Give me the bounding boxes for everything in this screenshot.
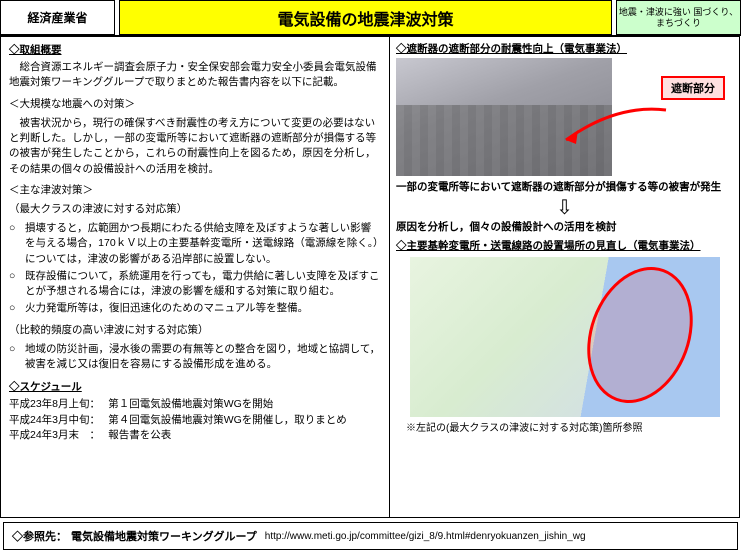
bullet-mark: ○ bbox=[9, 342, 25, 372]
bullet-mark: ○ bbox=[9, 269, 25, 299]
tsunami-sub1: （最大クラスの津波に対する対応策） bbox=[9, 202, 381, 217]
bullet-mark: ○ bbox=[9, 301, 25, 316]
footer-bar: ◇参照先： 電気設備地震対策ワーキンググループ http://www.meti.… bbox=[3, 522, 738, 550]
schedule-title: ◇スケジュール bbox=[9, 380, 381, 395]
bullet-text: 火力発電所等は，復旧迅速化のためのマニュアル等を整備。 bbox=[25, 301, 381, 316]
left-column: ◇取組概要 総合資源エネルギー調査会原子力・安全保安部会電力安全小委員会電気設備… bbox=[0, 36, 390, 518]
bullet-text: 損壊すると，広範囲かつ長期にわたる供給支障を及ぼすような著しい影響を与える場合，… bbox=[25, 221, 381, 267]
bullet-mark: ○ bbox=[9, 221, 25, 267]
schedule-row: 平成24年3月中旬： 第４回電気設備地震対策WGを開催し，取りまとめ bbox=[9, 413, 381, 428]
ministry-label: 経済産業省 bbox=[0, 0, 115, 35]
subtitle-label: 地震・津波に強い 国づくり、まちづくり bbox=[616, 0, 741, 35]
largescale-title: ＜大規模な地震への対策＞ bbox=[9, 97, 381, 112]
bullet-text: 地域の防災計画，浸水後の需要の有無等との整合を図り，地域と協調して，被害を減じ又… bbox=[25, 342, 381, 372]
bullet-item: ○ 既存設備について，系統運用を行っても，電力供給に著しい支障を及ぼすことが予想… bbox=[9, 269, 381, 299]
map-caption: ※左記の(最大クラスの津波に対する対応策)箇所参照 bbox=[396, 419, 733, 434]
bullet-item: ○ 地域の防災計画，浸水後の需要の有無等との整合を図り，地域と協調して，被害を減… bbox=[9, 342, 381, 372]
footer-label: ◇参照先： bbox=[12, 528, 67, 544]
schedule-date: 平成23年8月上旬： bbox=[9, 398, 95, 410]
right-caption1: 一部の変電所等において遮断器の遮断部分が損傷する等の被害が発生 bbox=[396, 180, 733, 194]
schedule-text: 報告書を公表 bbox=[108, 429, 171, 441]
page-title: 電気設備の地震津波対策 bbox=[119, 0, 612, 35]
footer-name: 電気設備地震対策ワーキンググループ bbox=[71, 528, 257, 544]
coastal-map bbox=[410, 257, 720, 417]
footer-url[interactable]: http://www.meti.go.jp/committee/gizi_8/9… bbox=[265, 531, 586, 542]
tsunami-title: ＜主な津波対策＞ bbox=[9, 183, 381, 198]
schedule-row: 平成23年8月上旬： 第１回電気設備地震対策WGを開始 bbox=[9, 397, 381, 412]
largescale-para: 被害状況から，現行の確保すべき耐震性の考え方について変更の必要はないと判断した。… bbox=[9, 116, 381, 177]
bullet-item: ○ 損壊すると，広範囲かつ長期にわたる供給支障を及ぼすような著しい影響を与える場… bbox=[9, 221, 381, 267]
down-arrow-icon: ⇩ bbox=[396, 198, 733, 218]
right-title1: ◇遮断器の遮断部分の耐震性向上（電気事業法） bbox=[396, 41, 733, 56]
schedule-text: 第４回電気設備地震対策WGを開催し，取りまとめ bbox=[108, 414, 347, 426]
substation-photo bbox=[396, 58, 612, 176]
overview-para: 総合資源エネルギー調査会原子力・安全保安部会電力安全小委員会電気設備地震対策ワー… bbox=[9, 60, 381, 90]
callout-label: 遮断部分 bbox=[661, 76, 725, 100]
bullet-item: ○ 火力発電所等は，復旧迅速化のためのマニュアル等を整備。 bbox=[9, 301, 381, 316]
overview-title: ◇取組概要 bbox=[9, 43, 381, 58]
schedule-row: 平成24年3月末 ： 報告書を公表 bbox=[9, 428, 381, 443]
bullet-text: 既存設備について，系統運用を行っても，電力供給に著しい支障を及ぼすことが予想され… bbox=[25, 269, 381, 299]
right-title2: ◇主要基幹変電所・送電線路の設置場所の見直し（電気事業法） bbox=[396, 238, 733, 253]
right-caption2: 原因を分析し，個々の設備設計への活用を検討 bbox=[396, 220, 733, 234]
schedule-date: 平成24年3月末 ： bbox=[9, 429, 95, 441]
photo-fill bbox=[396, 105, 612, 176]
schedule-text: 第１回電気設備地震対策WGを開始 bbox=[108, 398, 273, 410]
right-column: ◇遮断器の遮断部分の耐震性向上（電気事業法） 遮断部分 一部の変電所等において遮… bbox=[390, 36, 740, 518]
tsunami-sub2: （比較的頻度の高い津波に対する対応策） bbox=[9, 323, 381, 338]
schedule-date: 平成24年3月中旬： bbox=[9, 414, 95, 426]
